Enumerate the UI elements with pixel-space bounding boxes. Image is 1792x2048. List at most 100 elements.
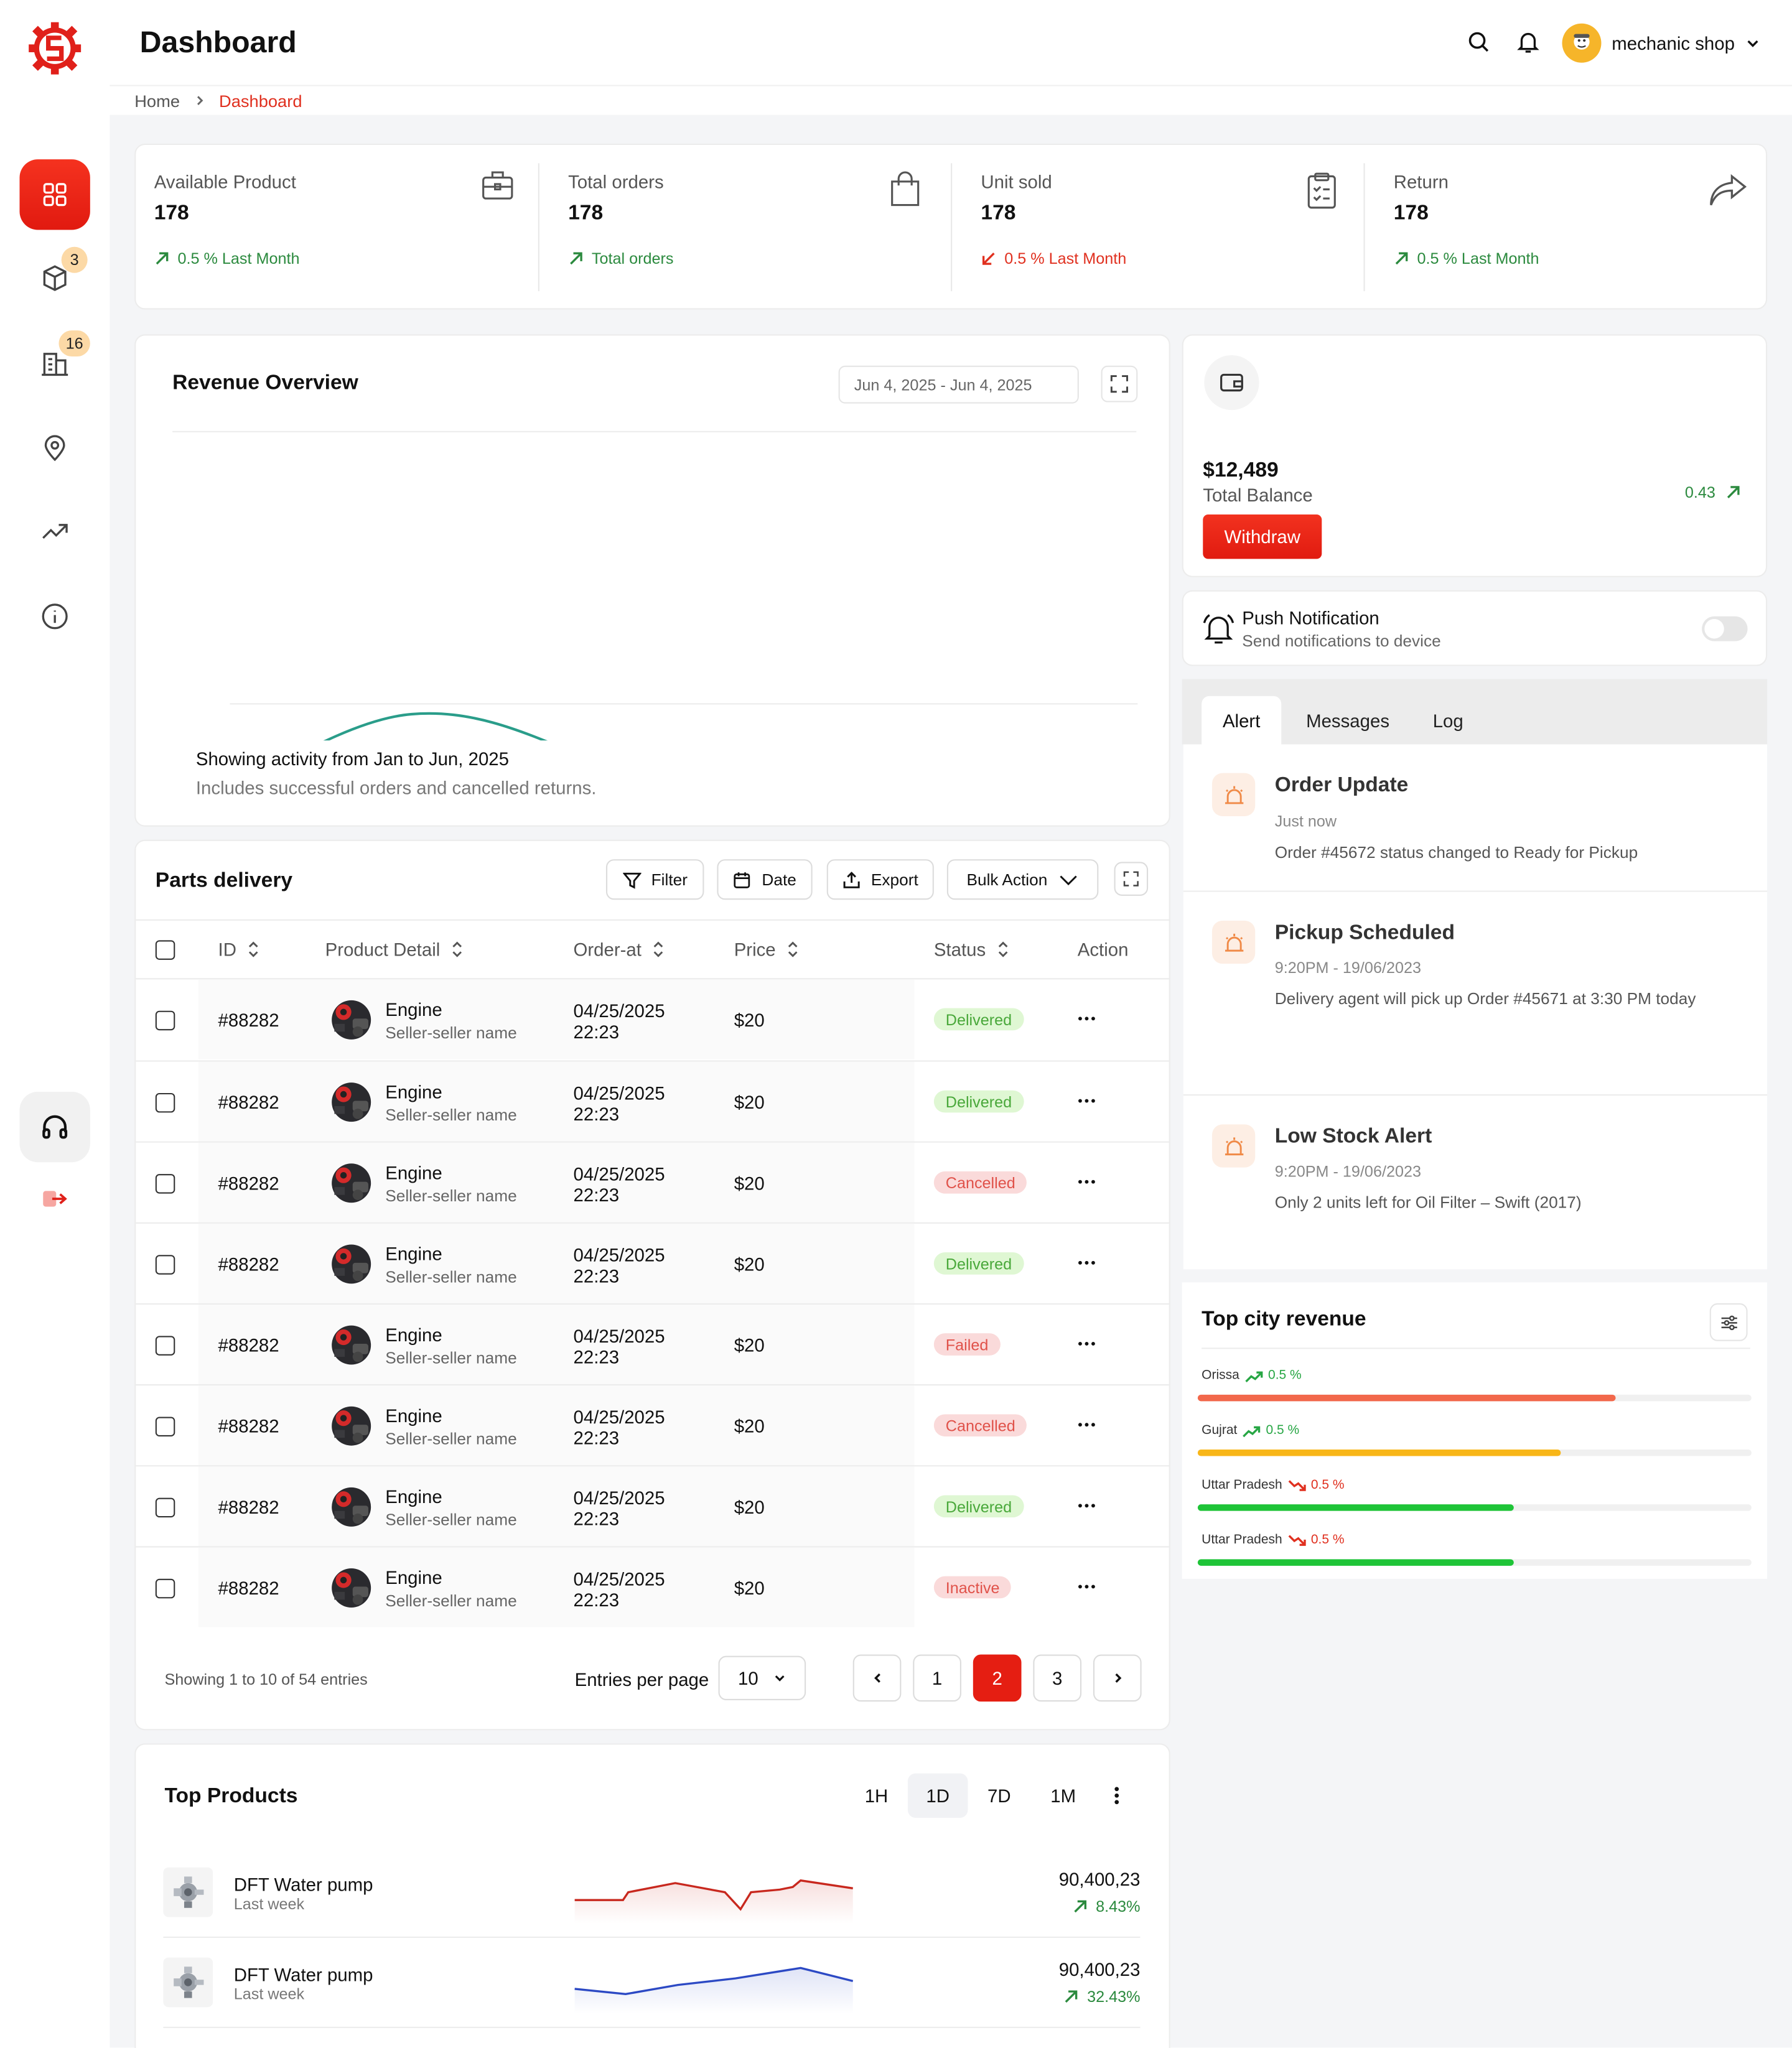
product-thumbnail [163,1957,213,2008]
next-page-button[interactable] [1093,1654,1142,1702]
row-checkbox[interactable] [155,1417,175,1437]
timeframe-1m[interactable]: 1M [1050,1785,1076,1807]
nav-analytics[interactable] [19,496,90,567]
stat-total-orders: Total orders 178 Total orders [568,171,954,289]
row-actions-button[interactable] [1072,1250,1101,1276]
row-checkbox[interactable] [155,1578,175,1599]
page-1-button[interactable]: 1 [913,1654,961,1702]
date-range-picker[interactable]: Jun 4, 2025 - Jun 4, 2025 [838,365,1079,404]
col-price[interactable]: Price [734,939,800,960]
row-actions-button[interactable] [1072,1088,1101,1114]
product-period: Last week [233,1894,305,1914]
row-actions-button[interactable] [1072,1412,1101,1438]
entries-value: 10 [737,1667,758,1689]
engine-icon [332,1000,371,1040]
search-button[interactable] [1467,30,1493,56]
timeframe-1d[interactable]: 1D [907,1773,968,1818]
breadcrumb-home[interactable]: Home [134,90,180,111]
user-menu[interactable]: mechanic shop [1562,22,1771,64]
breadcrumb-current[interactable]: Dashboard [218,90,302,111]
alert-item[interactable]: Low Stock Alert 9:20PM - 19/06/2023 Only… [1183,1096,1768,1270]
product-row[interactable]: DFT Water pump Last week 90,400,23 8.43% [163,1848,1141,1939]
table-row[interactable]: #88282 Engine Seller-seller name 04/25/2025… [136,1060,1170,1142]
page-2-button[interactable]: 2 [973,1654,1022,1702]
col-label: Price [734,939,776,960]
nav-products[interactable] [19,243,90,313]
bulk-action-dropdown[interactable]: Bulk Action [946,859,1099,900]
table-row[interactable]: #88282 Engine Seller-seller name 04/25/2025… [136,1141,1170,1222]
alert-item[interactable]: Order Update Just now Order #45672 statu… [1183,744,1768,892]
date-label: Date [762,870,796,889]
col-status[interactable]: Status [934,939,1009,960]
nav-dashboard[interactable] [19,159,90,230]
table-row[interactable]: #88282 Engine Seller-seller name 04/25/2025… [136,1222,1170,1303]
order-date: 04/25/2025 [573,1082,665,1104]
product-change-text: 8.43% [1096,1897,1141,1916]
filter-button[interactable]: Filter [605,859,704,900]
more-horizontal-icon [1078,1017,1095,1021]
row-highlight [198,979,915,1059]
bell-ring-icon [1203,614,1234,644]
row-checkbox[interactable] [155,1336,175,1356]
nav-logout[interactable] [19,1163,90,1234]
tab-messages[interactable]: Messages [1306,710,1390,732]
prev-page-button[interactable] [852,1654,902,1702]
timeframe-7d[interactable]: 7D [987,1785,1011,1807]
stat-trend-text: 0.5 % Last Month [1004,249,1127,268]
product-row[interactable]: DFT Water pump Last week 90,400,23 32.43… [163,1938,1141,2028]
row-actions-button[interactable] [1072,1492,1101,1519]
expand-button[interactable] [1101,365,1138,403]
table-header: ID Product Detail Order-at Price Status … [136,919,1170,980]
date-button[interactable]: Date [717,859,813,900]
product-image [327,1401,376,1451]
page-3-button[interactable]: 3 [1033,1654,1082,1702]
stat-label: Total orders [568,170,664,192]
col-order-at[interactable]: Order-at [574,939,665,960]
export-label: Export [870,870,918,889]
row-checkbox[interactable] [155,1174,175,1194]
row-actions-button[interactable] [1072,1331,1101,1357]
col-action: Action [1078,939,1129,960]
row-actions-button[interactable] [1072,1169,1101,1195]
export-button[interactable]: Export [826,859,934,900]
withdraw-button[interactable]: Withdraw [1203,514,1322,559]
search-icon [1468,32,1489,52]
nav-support[interactable] [19,1091,90,1163]
tab-alert[interactable]: Alert [1202,696,1282,746]
row-checkbox[interactable] [155,1010,175,1031]
alert-item[interactable]: Pickup Scheduled 9:20PM - 19/06/2023 Del… [1183,891,1768,1096]
nav-buildings[interactable] [19,328,90,398]
tab-log[interactable]: Log [1432,710,1463,732]
row-checkbox[interactable] [155,1255,175,1275]
nav-info[interactable] [19,581,90,651]
product-name: Engine [385,1405,442,1427]
nav-locations[interactable] [19,412,90,483]
notifications-button[interactable] [1516,30,1542,56]
col-id[interactable]: ID [218,939,260,960]
expand-button[interactable] [1114,862,1149,896]
push-toggle[interactable] [1702,616,1748,641]
row-actions-button[interactable] [1072,1005,1101,1031]
table-row[interactable]: #88282 Engine Seller-seller name 04/25/2025… [136,979,1170,1060]
table-row[interactable]: #88282 Engine Seller-seller name 04/25/2025… [136,1546,1170,1627]
col-product-detail[interactable]: Product Detail [325,939,464,960]
logout-icon [43,1191,67,1207]
stat-trend: 0.5 % Last Month [1394,249,1765,268]
select-all-checkbox[interactable] [155,940,175,960]
price: $20 [734,1172,765,1194]
entries-select[interactable]: 10 [718,1655,806,1701]
stat-value: 178 [154,202,189,225]
row-checkbox[interactable] [155,1092,175,1113]
product-image [327,1320,376,1370]
table-row[interactable]: #88282 Engine Seller-seller name 04/25/2025… [136,1384,1170,1466]
brand-logo[interactable] [26,19,83,77]
table-row[interactable]: #88282 Engine Seller-seller name 04/25/2025… [136,1465,1170,1547]
settings-button[interactable] [1709,1303,1748,1341]
city-name: Uttar Pradesh [1202,1478,1282,1493]
row-checkbox[interactable] [155,1497,175,1518]
price: $20 [734,1496,765,1518]
table-row[interactable]: #88282 Engine Seller-seller name 04/25/2025… [136,1303,1170,1385]
more-options-button[interactable] [1104,1781,1130,1810]
timeframe-1h[interactable]: 1H [864,1785,889,1807]
row-actions-button[interactable] [1072,1573,1101,1599]
